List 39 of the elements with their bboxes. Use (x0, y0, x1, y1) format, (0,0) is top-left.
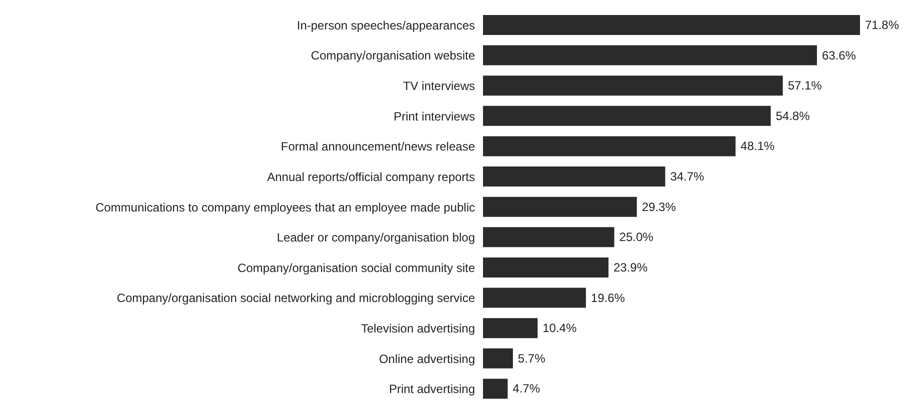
data-label: 71.8% (865, 18, 900, 32)
data-label: 63.6% (822, 48, 856, 62)
data-label: 5.7% (518, 351, 546, 366)
y-tick-label: Company/organisation social community site (238, 260, 476, 275)
y-tick-label: Leader or company/organisation blog (276, 230, 475, 245)
bar (483, 378, 508, 399)
y-tick-label: Company/organisation website (310, 48, 476, 63)
data-label: 57.1% (788, 78, 822, 93)
y-tick-label: Print interviews (394, 109, 475, 124)
bar (483, 348, 513, 368)
data-label: 4.7% (512, 382, 540, 396)
y-tick-label: Television advertising (360, 321, 475, 336)
y-tick-label: Online advertising (378, 352, 475, 366)
bar (483, 227, 614, 248)
data-label: 19.6% (590, 290, 626, 305)
data-label: 54.8% (776, 108, 810, 123)
y-tick-label: Formal announcement/news release (280, 140, 476, 154)
bar (483, 257, 608, 278)
bar (483, 45, 817, 66)
data-label: 34.7% (670, 170, 705, 184)
data-label: 23.9% (613, 260, 648, 274)
data-label: 48.1% (740, 139, 775, 154)
bar (483, 106, 771, 126)
bar (483, 288, 586, 308)
y-tick-label: Print advertising (388, 382, 475, 396)
y-tick-label: Company/organisation social networking and microblogging service (116, 291, 476, 306)
bar (483, 136, 736, 156)
bar (483, 15, 860, 35)
bar (483, 166, 666, 187)
y-tick-label: TV interviews (402, 79, 475, 94)
y-tick-label: In-person speeches/appearances (296, 18, 475, 32)
y-tick-label: Annual reports/official company reports (267, 170, 475, 184)
bar (483, 76, 783, 96)
data-label: 10.4% (542, 321, 577, 336)
y-tick-label: Communications to company employees that an employee made public (95, 200, 475, 214)
bar (483, 318, 538, 338)
data-label: 29.3% (642, 200, 676, 214)
bar (483, 196, 637, 217)
data-label: 25.0% (619, 230, 654, 244)
